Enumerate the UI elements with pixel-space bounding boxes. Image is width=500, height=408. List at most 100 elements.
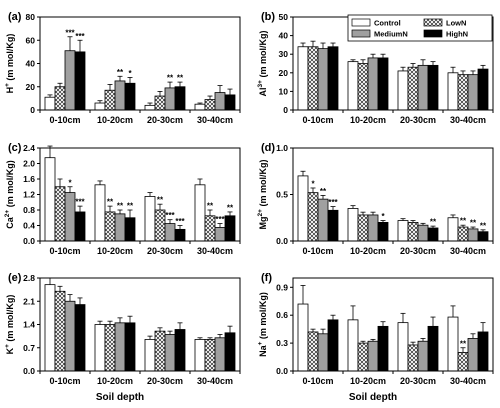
bar bbox=[457, 351, 469, 372]
significance-label: *** bbox=[65, 28, 75, 37]
significance-label: *** bbox=[328, 198, 338, 207]
y-tick-label: 20 bbox=[279, 68, 289, 78]
y-tick-label: 20 bbox=[26, 82, 36, 92]
legend-label: HighN bbox=[446, 30, 468, 39]
bar bbox=[194, 184, 206, 242]
significance-label: ** bbox=[207, 202, 214, 211]
bar bbox=[44, 157, 56, 242]
y-tick-label: 0.0 bbox=[23, 236, 35, 246]
bar bbox=[194, 103, 206, 111]
bar bbox=[64, 192, 76, 242]
x-tick-label: 30-40cm bbox=[197, 376, 233, 386]
y-tick-label: 30 bbox=[279, 49, 289, 59]
y-tick-label: 2.8 bbox=[23, 273, 35, 283]
x-tick-label: 30-40cm bbox=[450, 246, 486, 256]
bar bbox=[447, 217, 459, 242]
legend: Control LowN MediumN HighN bbox=[347, 14, 493, 42]
bar bbox=[174, 329, 186, 372]
y-axis-title-ion: Ca bbox=[5, 216, 15, 228]
significance-label: ** bbox=[320, 187, 327, 196]
y-axis-title: Al3+ (m mol/Kg) bbox=[257, 31, 268, 97]
bar bbox=[467, 74, 479, 111]
legend-swatch bbox=[423, 18, 443, 27]
bar bbox=[124, 82, 136, 111]
significance-label: *** bbox=[75, 198, 85, 207]
bar bbox=[94, 102, 106, 111]
y-tick-label: 0.8 bbox=[23, 205, 35, 215]
significance-label: ** bbox=[177, 74, 184, 83]
bar bbox=[54, 186, 66, 242]
bar bbox=[427, 64, 439, 111]
panel-label: (e) bbox=[8, 272, 22, 284]
bar bbox=[417, 340, 429, 372]
y-axis-title-charge: + bbox=[257, 341, 264, 345]
y-tick-label: 2.1 bbox=[23, 296, 35, 306]
significance-label: * bbox=[381, 212, 385, 221]
y-axis-title-charge: + bbox=[4, 344, 11, 348]
y-tick-label: 1.6 bbox=[23, 174, 35, 184]
bar bbox=[447, 316, 459, 372]
y-tick-label: 0 bbox=[30, 105, 35, 115]
significance-label: *** bbox=[215, 215, 225, 224]
legend-label: MediumN bbox=[374, 30, 408, 39]
x-tick-label: 10-20cm bbox=[350, 115, 386, 125]
bar bbox=[317, 48, 329, 111]
significance-label: * bbox=[311, 179, 315, 188]
bar bbox=[74, 211, 86, 242]
y-tick-label: 1.2 bbox=[23, 190, 35, 200]
bar bbox=[327, 46, 339, 111]
x-tick-label: 30-40cm bbox=[197, 115, 233, 125]
bar bbox=[297, 46, 309, 111]
bar bbox=[174, 86, 186, 111]
bar bbox=[307, 46, 319, 111]
y-axis-title-ion: Mg bbox=[258, 216, 268, 229]
bar bbox=[114, 322, 126, 372]
y-tick-label: 2.4 bbox=[23, 143, 35, 153]
significance-label: ** bbox=[107, 198, 114, 207]
x-tick-label: 20-30cm bbox=[147, 115, 183, 125]
bar bbox=[54, 86, 66, 111]
panel-f: 0-10cm 10-20cm 20-30cm ** 30-40cm 0.0 0.3 0.6 0.… bbox=[257, 272, 494, 386]
y-tick-label: 0.0 bbox=[23, 366, 35, 376]
y-tick-label: 50 bbox=[279, 12, 289, 22]
bar bbox=[457, 226, 469, 242]
significance-label: ** bbox=[460, 217, 467, 226]
x-tick-label: 10-20cm bbox=[97, 246, 133, 256]
bar bbox=[397, 70, 409, 111]
y-axis-title-charge: 2+ bbox=[257, 209, 264, 217]
y-axis-title-ion: H bbox=[5, 87, 15, 94]
significance-label: ** bbox=[157, 196, 164, 205]
bar bbox=[317, 198, 329, 242]
x-tick-label: 10-20cm bbox=[97, 376, 133, 386]
significance-label: ** bbox=[460, 339, 467, 348]
y-tick-label: 0.4 bbox=[23, 221, 35, 231]
bar bbox=[377, 221, 389, 242]
bar bbox=[144, 196, 156, 242]
significance-label: ** bbox=[430, 218, 437, 227]
bar bbox=[347, 319, 359, 372]
bar bbox=[114, 80, 126, 111]
bar bbox=[144, 104, 156, 111]
y-tick-label: 0.3 bbox=[276, 338, 288, 348]
bar bbox=[407, 221, 419, 242]
significance-label: ** bbox=[117, 68, 124, 77]
bar bbox=[174, 228, 186, 242]
bar bbox=[307, 192, 319, 242]
bar bbox=[154, 330, 166, 372]
panel-c: ****0-10cm** ** **10-20cm********20-30cm**… bbox=[4, 142, 241, 256]
y-tick-label: 40 bbox=[279, 31, 289, 41]
x-tick-label: 20-30cm bbox=[147, 246, 183, 256]
x-tick-label: 0-10cm bbox=[302, 115, 333, 125]
y-tick-label: 0 bbox=[283, 105, 288, 115]
bar bbox=[357, 63, 369, 111]
bar bbox=[377, 325, 389, 372]
significance-label: * bbox=[128, 69, 132, 78]
bar bbox=[317, 333, 329, 372]
legend-swatch bbox=[351, 29, 371, 38]
y-tick-label: 80 bbox=[26, 12, 36, 22]
panel-b: 0-10cm 10-20cm 20-30cm 30-40cm 0 10 20 30 40 50 (b… bbox=[257, 11, 494, 125]
bar bbox=[154, 95, 166, 111]
bar bbox=[297, 303, 309, 372]
bar bbox=[64, 300, 76, 372]
